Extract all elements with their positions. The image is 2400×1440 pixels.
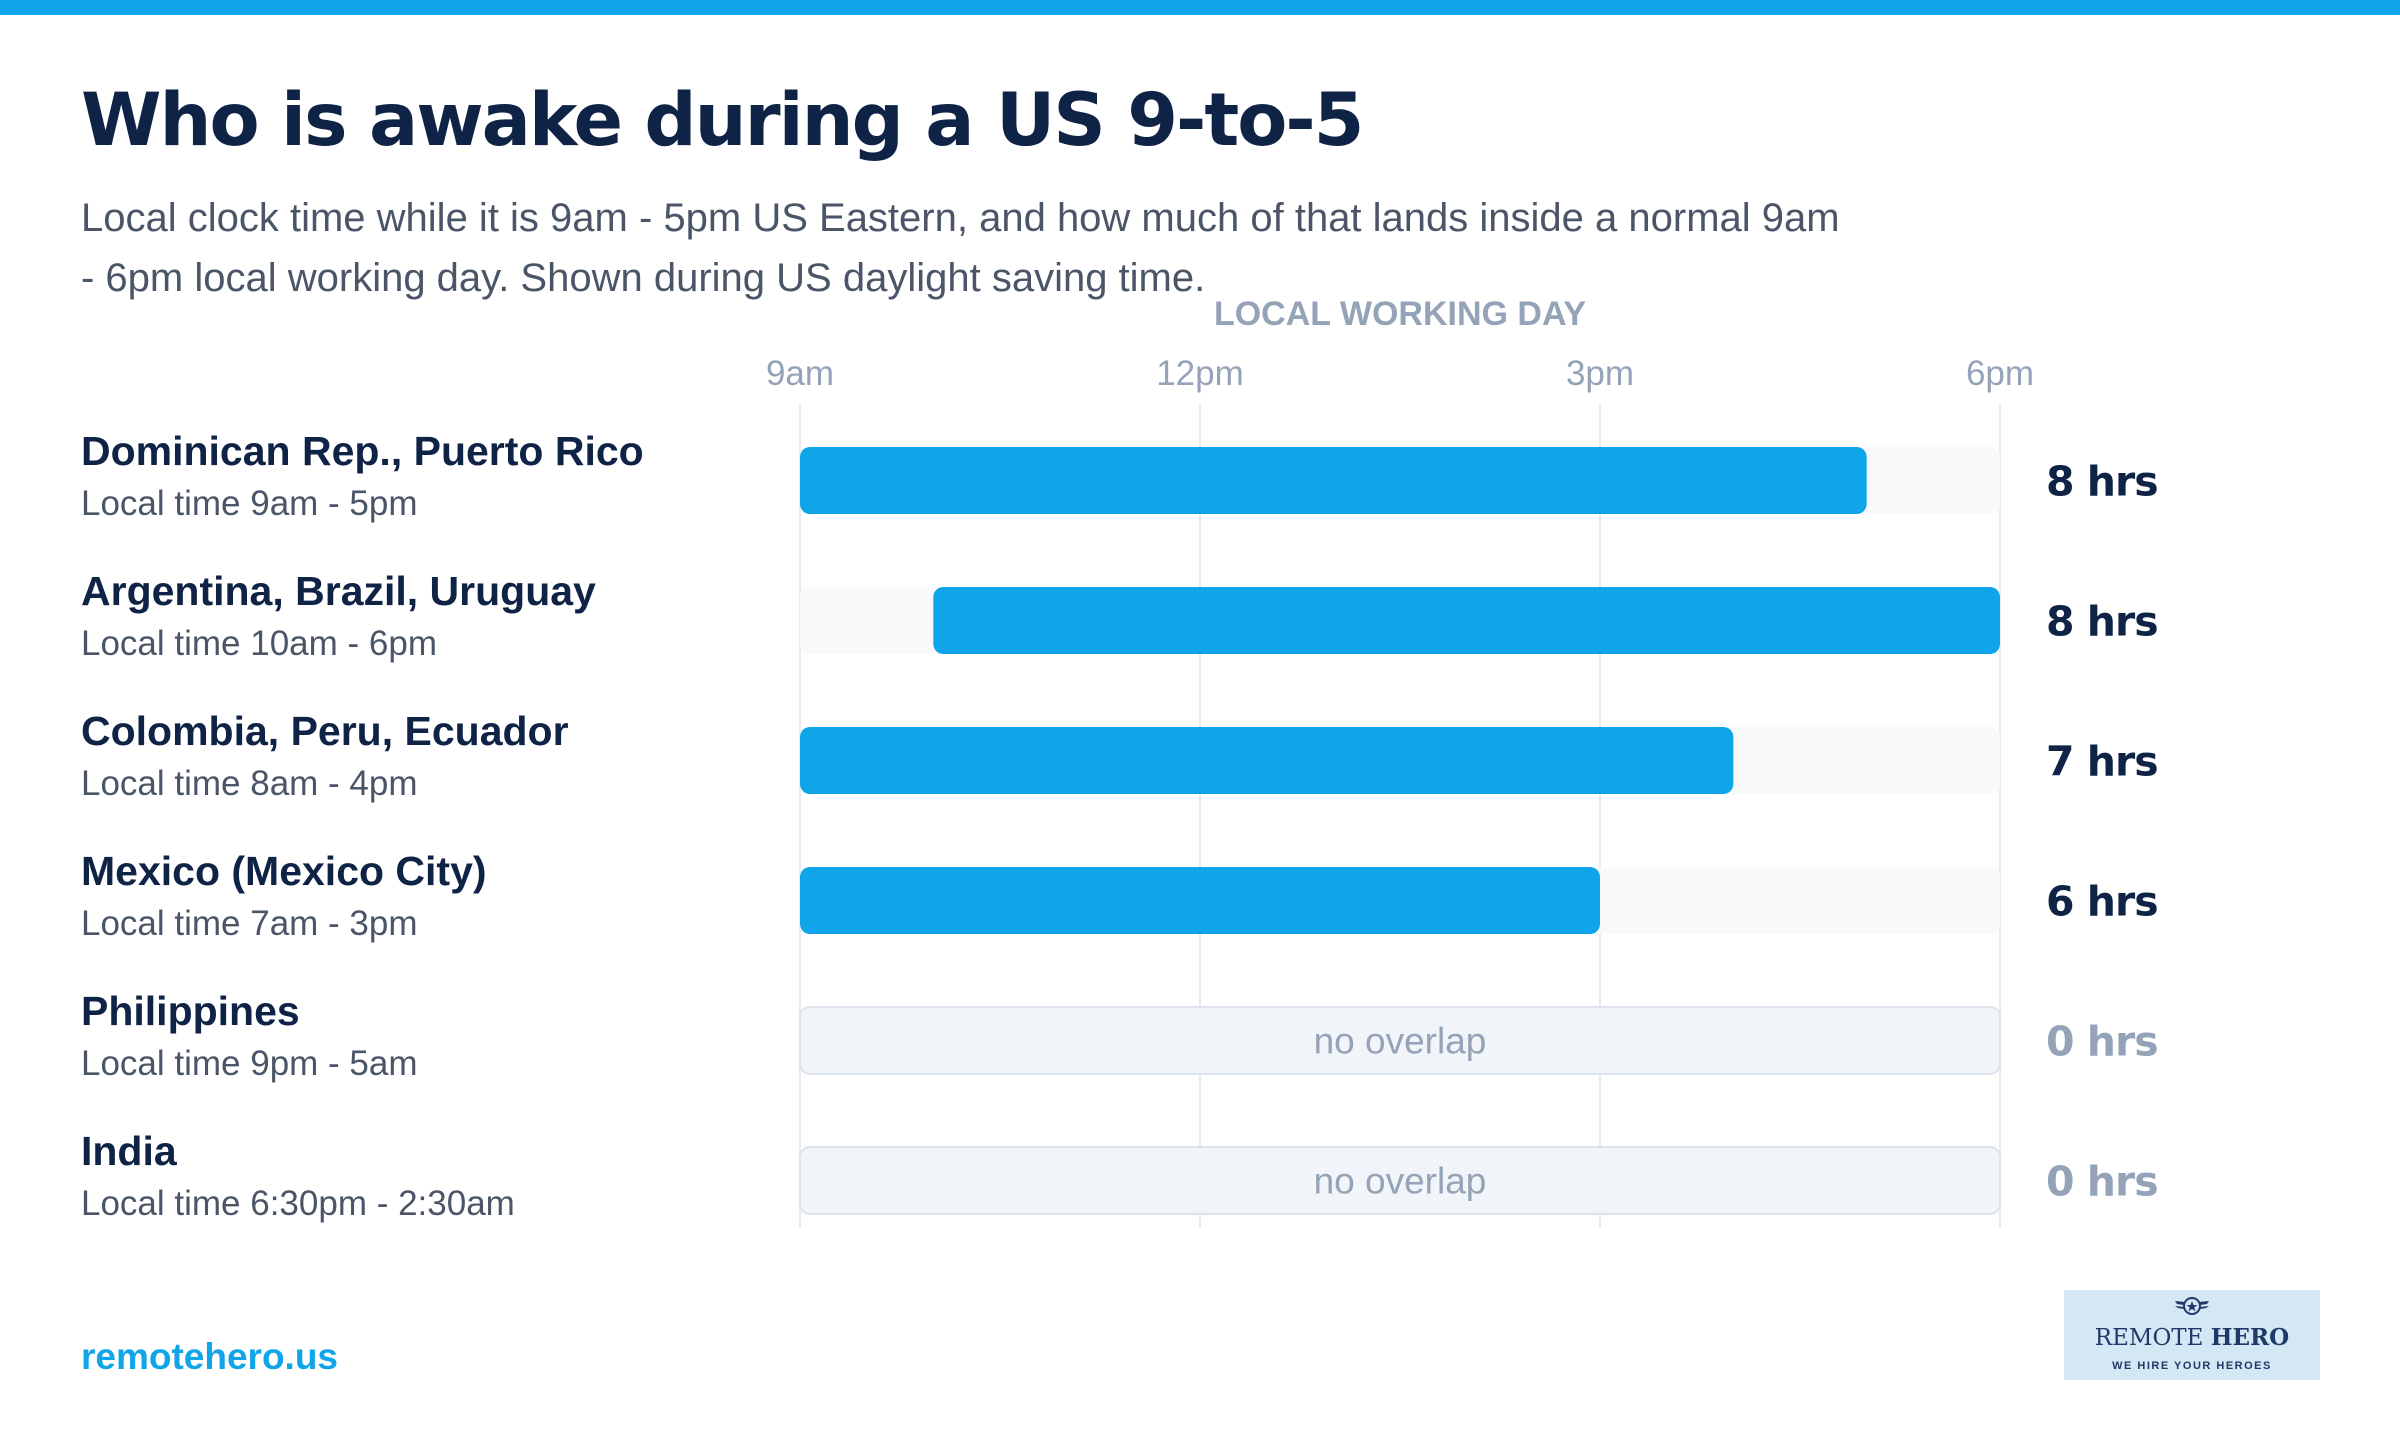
no-overlap-label: no overlap xyxy=(1314,1021,1487,1062)
country-name: Colombia, Peru, Ecuador xyxy=(81,708,569,754)
country-name: Mexico (Mexico City) xyxy=(81,848,487,894)
logo-tagline: WE HIRE YOUR HEROES xyxy=(2112,1360,2272,1372)
overlap-hours-label: 8 hrs xyxy=(2046,458,2158,506)
remote-hero-logo: REMOTE HERO WE HIRE YOUR HEROES xyxy=(2064,1290,2320,1380)
logo-wordmark: REMOTE HERO xyxy=(2094,1324,2290,1351)
axis-title: LOCAL WORKING DAY xyxy=(1214,295,1586,333)
page-subtitle: Local clock time while it is 9am - 5pm U… xyxy=(81,196,1840,300)
top-accent-bar xyxy=(0,0,2400,15)
overlap-hours-label: 0 hrs xyxy=(2046,1158,2158,1206)
x-tick-label: 3pm xyxy=(1566,354,1634,393)
local-time-range: Local time 9pm - 5am xyxy=(81,1044,418,1083)
overlap-bar xyxy=(933,587,2001,654)
footer-website-link[interactable]: remotehero.us xyxy=(81,1336,339,1377)
overlap-bar xyxy=(800,447,1867,514)
overlap-bar xyxy=(800,727,1734,794)
country-name: India xyxy=(81,1128,177,1174)
page-title: Who is awake during a US 9-to-5 xyxy=(81,78,1364,163)
local-time-range: Local time 6:30pm - 2:30am xyxy=(81,1184,515,1223)
no-overlap-label: no overlap xyxy=(1314,1161,1487,1202)
local-time-range: Local time 9am - 5pm xyxy=(81,484,418,523)
overlap-hours-label: 7 hrs xyxy=(2046,738,2158,786)
overlap-hours-label: 8 hrs xyxy=(2046,598,2158,646)
x-tick-label: 9am xyxy=(766,354,834,393)
x-tick-label: 6pm xyxy=(1966,354,2034,393)
no-overlap-track xyxy=(799,1006,2001,1075)
country-name: Argentina, Brazil, Uruguay xyxy=(81,568,596,614)
x-tick-label: 12pm xyxy=(1156,354,1244,393)
country-name: Philippines xyxy=(81,988,300,1034)
overlap-bar xyxy=(800,867,1600,934)
local-time-range: Local time 7am - 3pm xyxy=(81,904,418,943)
no-overlap-track xyxy=(799,1146,2001,1215)
overlap-hours-label: 6 hrs xyxy=(2046,878,2158,926)
winged-star-icon xyxy=(2175,1297,2209,1315)
local-time-range: Local time 8am - 4pm xyxy=(81,764,418,803)
overlap-hours-label: 0 hrs xyxy=(2046,1018,2158,1066)
local-time-range: Local time 10am - 6pm xyxy=(81,624,437,663)
country-name: Dominican Rep., Puerto Rico xyxy=(81,428,644,474)
